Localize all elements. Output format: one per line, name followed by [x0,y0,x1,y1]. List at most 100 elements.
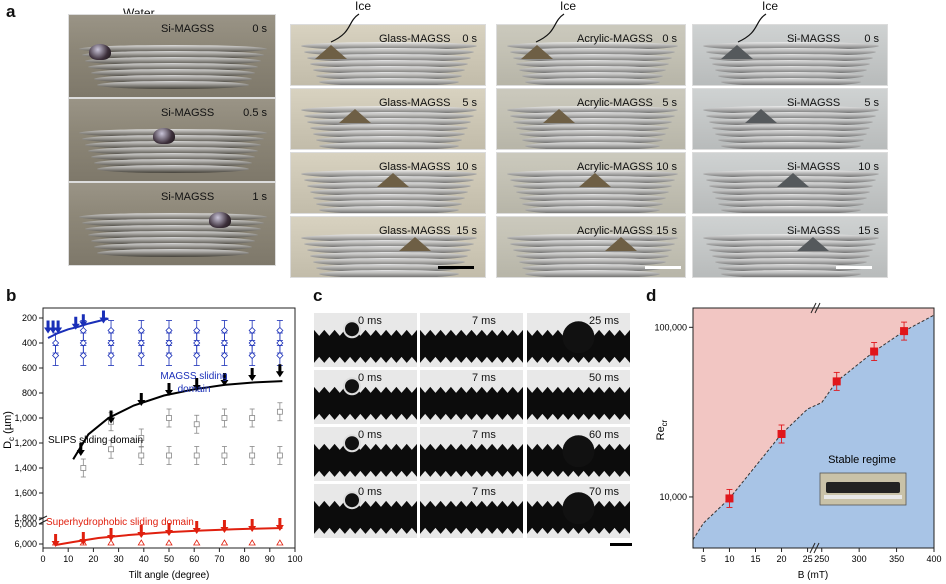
ridge-stripe [524,78,660,85]
b-xtick-label: 50 [164,554,174,564]
d-xtick-label: 20 [777,554,787,564]
magss-open-marker [52,351,60,360]
frame-time: 0 ms [358,429,382,441]
frame-time: 10 s [858,161,879,173]
si-frame-2: Si-MAGSS 10 s [692,152,888,214]
ridge-stripe [702,234,880,243]
ridge-stripe [88,231,258,240]
frame-time: 25 ms [589,315,619,327]
ridge-stripe [518,66,666,75]
ridge-stripe [306,118,472,127]
b-xtick-label: 90 [265,554,275,564]
frame-label: Glass-MAGSS [379,225,451,237]
b-ytick-label: 1,200 [14,438,37,448]
surface-profile [420,443,523,477]
si-water-frame-1: Si-MAGSS 0.5 s [68,98,276,182]
frame-time: 15 s [456,225,477,237]
axis-break-marks [809,302,821,554]
si-frame-1: Si-MAGSS 5 s [692,88,888,150]
ridge-stripe [720,142,862,149]
frame-label: Acrylic-MAGSS [577,225,653,237]
ridge-stripe [711,252,871,261]
ice-cone [721,44,753,59]
ridge-stripe [702,42,880,51]
b-ytick-label: 400 [22,338,37,348]
filled-arrow-marker [49,320,58,334]
ridge-stripe [717,72,865,81]
ridge-stripe [717,264,865,273]
ice-cone [605,236,637,251]
ridge-stripe [509,48,675,57]
d-xtick-label: 250 [814,554,829,564]
panel-b-letter: b [6,286,17,305]
filled-arrow-marker [220,520,229,533]
panel-c-frame: 7 ms [420,370,523,424]
frame-label: Si-MAGSS [787,225,841,237]
b-ytick-label: 200 [22,313,37,323]
magss-boundary-curve [47,317,109,339]
super-open-marker [248,539,256,546]
ridge-stripe [708,118,874,127]
ridge-stripe [79,213,267,222]
surface-profile [420,329,523,363]
frame-time: 0 ms [358,372,382,384]
ridge-stripe [85,141,261,150]
surface-profile [527,321,630,363]
frame-time: 60 ms [589,429,619,441]
b-xtick-label: 0 [40,554,45,564]
slips-open-marker [193,452,200,459]
magss-domain-label-2: domain [178,384,211,395]
ridge-stripe [506,234,678,243]
ice-cone [745,108,777,123]
ridge-stripe [312,258,466,267]
frame-time: 0 s [662,33,677,45]
slips-open-marker [221,452,228,459]
chart-d: 100,000 10,000 5 10 15 20 25 250 300 350 400 Stab… [654,302,942,581]
ridge-stripe [315,264,463,273]
ridge-stripe [85,57,261,66]
frame-time: 7 ms [472,372,496,384]
filled-arrow-marker [107,528,116,541]
ridge-stripe [306,54,472,63]
ridge-stripe [705,112,877,121]
ridge-stripe [720,206,862,213]
magss-domain-label: MAGSS sliding [160,371,227,382]
ridge-stripe [521,136,663,145]
panel-c-frame: 0 ms [314,370,417,424]
impacting-droplet [343,377,361,396]
surface-profile [314,377,417,420]
slips-open-marker [138,452,145,459]
ridge-stripe [79,45,267,54]
b-xlabel: Tilt angle (degree) [129,570,210,581]
ridge-stripe [512,246,672,255]
b-ytick-label: 1,800 [14,513,37,523]
magss-open-marker [193,351,201,360]
b-xtick-label: 20 [88,554,98,564]
frame-time: 15 s [656,225,677,237]
slips-open-marker [166,415,172,421]
frame-label: Acrylic-MAGSS [577,33,653,45]
frame-time: 50 ms [589,372,619,384]
ridge-stripe [309,124,469,133]
glass-frame-0: Glass-MAGSS 0 s [290,24,486,86]
ridge-stripe [94,159,252,168]
ridge-stripe [515,252,669,261]
ice-cone [399,236,431,251]
ridge-stripe [512,118,672,127]
ridge-stripe [708,246,874,255]
b-ytick-label: 1,000 [14,413,37,423]
impacting-droplet [343,434,361,453]
d-ytick-label: 100,000 [654,322,687,332]
ice-cone [543,108,575,123]
panel-c-frame: 70 ms [527,484,630,538]
ridge-stripe [524,206,660,213]
b-ytick-label: 800 [22,388,37,398]
recr-data-point [832,377,841,386]
ridge-stripe [518,258,666,267]
frame-time: 1 s [252,191,267,203]
slips-open-marker [80,465,87,471]
surface-profile [314,320,417,363]
frame-label: Si-MAGSS [787,161,841,173]
b-ytick-label: 1,600 [14,488,37,498]
frame-label: Si-MAGSS [161,23,215,35]
